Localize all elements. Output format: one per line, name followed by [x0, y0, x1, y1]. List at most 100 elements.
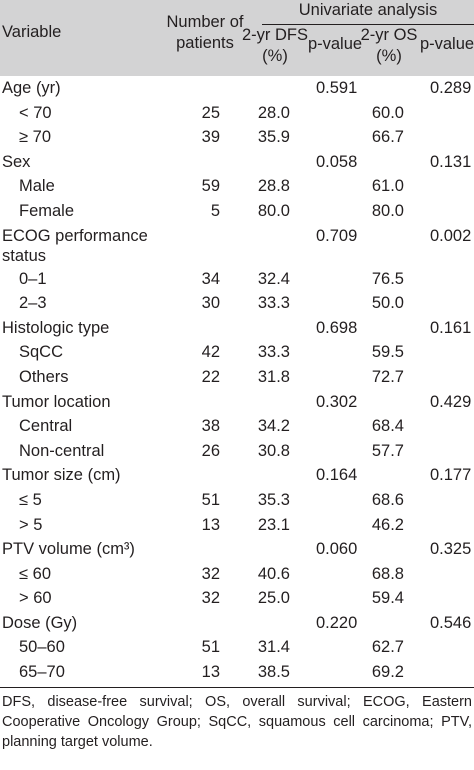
cell-dfs: 34.2	[257, 417, 290, 436]
table-row: < 70 25 28.0 60.0	[0, 101, 474, 126]
cell-os-p-value: 0.325	[430, 540, 472, 559]
cell-os: 57.7	[371, 441, 404, 460]
cell-variable: Dose (Gy)	[2, 613, 78, 632]
results-table: Variable Number of patients Univariate a…	[0, 0, 474, 750]
cell-patients: 32	[201, 564, 220, 583]
header-divider	[262, 24, 474, 25]
cell-os: 61.0	[371, 177, 404, 196]
cell-variable: Histologic type	[2, 318, 110, 337]
table-row: Non-central 26 30.8 57.7	[0, 439, 474, 464]
cell-os-p-value: 0.546	[430, 613, 472, 632]
table-group-row: Sex 0.058 0.131	[0, 150, 474, 175]
cell-dfs-p-value: 0.220	[316, 613, 358, 632]
header-dfs-p-value: p-value	[307, 35, 363, 53]
table-group-row: Dose (Gy) 0.220 0.546	[0, 611, 474, 636]
cell-variable: ECOG performance status	[2, 226, 148, 265]
cell-os-p-value: 0.161	[430, 318, 472, 337]
cell-variable: Central	[19, 417, 73, 436]
table-row: 2–3 30 33.3 50.0	[0, 291, 474, 316]
table-row: Male 59 28.8 61.0	[0, 174, 474, 199]
cell-patients: 26	[201, 441, 220, 460]
table-group-row: PTV volume (cm³) 0.060 0.325	[0, 537, 474, 562]
cell-variable: Female	[19, 201, 75, 220]
cell-dfs: 25.0	[257, 589, 290, 608]
cell-os: 59.4	[371, 589, 404, 608]
cell-patients: 59	[201, 177, 220, 196]
cell-dfs-p-value: 0.060	[316, 540, 358, 559]
cell-patients: 25	[201, 103, 220, 122]
cell-variable: Tumor location	[2, 392, 111, 411]
header-os-p-value: p-value	[419, 35, 474, 53]
cell-os-p-value: 0.289	[430, 79, 472, 97]
cell-dfs: 80.0	[257, 201, 290, 220]
cell-variable: 0–1	[19, 269, 47, 288]
cell-patients: 38	[201, 417, 220, 436]
cell-os: 76.5	[371, 269, 404, 288]
cell-patients: 13	[201, 663, 220, 682]
cell-patients: 51	[201, 638, 220, 657]
cell-dfs-p-value: 0.058	[316, 152, 358, 171]
table-group-row: Histologic type 0.698 0.161	[0, 316, 474, 341]
cell-dfs: 28.0	[257, 103, 290, 122]
cell-patients: 39	[201, 128, 220, 147]
cell-variable: ≥ 70	[19, 128, 51, 147]
cell-patients: 32	[201, 589, 220, 608]
cell-dfs: 35.9	[257, 128, 290, 147]
cell-dfs-p-value: 0.164	[316, 466, 358, 485]
cell-dfs: 33.3	[257, 343, 290, 362]
cell-os: 50.0	[371, 294, 404, 313]
cell-os: 59.5	[371, 343, 404, 362]
table-row: ≤ 60 32 40.6 68.8	[0, 562, 474, 587]
cell-patients	[196, 224, 220, 226]
cell-dfs: 33.3	[257, 294, 290, 313]
cell-os: 69.2	[371, 663, 404, 682]
table-group-row: Age (yr) 0.591 0.289	[0, 76, 474, 101]
table-row: 0–1 34 32.4 76.5	[0, 267, 474, 292]
cell-variable: > 60	[19, 589, 52, 608]
table-row: > 5 13 23.1 46.2	[0, 513, 474, 538]
cell-os: 46.2	[371, 515, 404, 534]
cell-patients: 34	[201, 269, 220, 288]
cell-dfs: 28.8	[257, 177, 290, 196]
table-row: Female 5 80.0 80.0	[0, 199, 474, 224]
cell-os: 72.7	[371, 367, 404, 386]
cell-os: 80.0	[371, 201, 404, 220]
header-univariate-analysis: Univariate analysis	[298, 1, 438, 19]
table-footnote: DFS, disease-free survival; OS, overall …	[2, 693, 472, 750]
table-row: 50–60 51 31.4 62.7	[0, 635, 474, 660]
cell-dfs: 35.3	[257, 490, 290, 509]
cell-dfs-p-value: 0.709	[316, 226, 358, 245]
cell-dfs-p-value: 0.591	[316, 79, 358, 97]
cell-variable: ≤ 60	[19, 564, 51, 583]
cell-variable: Sex	[2, 152, 31, 171]
cell-os-p-value: 0.131	[430, 152, 472, 171]
cell-os-p-value: 0.002	[430, 226, 472, 245]
cell-dfs: 32.4	[257, 269, 290, 288]
table-row: 65–70 13 38.5 69.2	[0, 660, 474, 685]
cell-patients: 5	[210, 201, 220, 220]
table-row: ≥ 70 39 35.9 66.7	[0, 125, 474, 150]
cell-variable: PTV volume (cm³)	[2, 540, 135, 559]
cell-patients: 13	[201, 515, 220, 534]
table-row: Central 38 34.2 68.4	[0, 414, 474, 439]
cell-variable: Non-central	[19, 441, 105, 460]
cell-os: 62.7	[371, 638, 404, 657]
cell-os-p-value: 0.177	[430, 466, 472, 485]
cell-dfs: 40.6	[257, 564, 290, 583]
cell-variable: ≤ 5	[19, 490, 42, 509]
cell-dfs: 31.8	[257, 367, 290, 386]
header-2yr-os: 2-yr OS (%)	[360, 26, 418, 65]
cell-dfs	[246, 224, 290, 226]
cell-variable: Age (yr)	[2, 79, 61, 97]
cell-os	[358, 224, 404, 226]
table-row: ≤ 5 51 35.3 68.6	[0, 488, 474, 513]
table-row: SqCC 42 33.3 59.5	[0, 340, 474, 365]
table-group-row: Tumor location 0.302 0.429	[0, 390, 474, 415]
table-group-row: Tumor size (cm) 0.164 0.177	[0, 463, 474, 488]
cell-os: 68.8	[371, 564, 404, 583]
cell-patients: 42	[201, 343, 220, 362]
cell-variable: Others	[19, 367, 69, 386]
cell-dfs-p-value: 0.302	[316, 392, 358, 411]
cell-variable: 2–3	[19, 294, 47, 313]
cell-dfs-p-value: 0.698	[316, 318, 358, 337]
